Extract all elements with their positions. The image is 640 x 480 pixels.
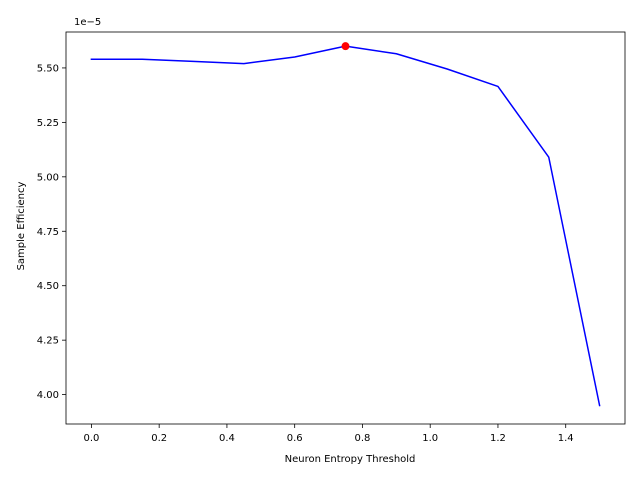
y-tick-label: 4.75 <box>37 227 59 238</box>
x-tick-label: 1.2 <box>490 433 506 444</box>
y-tick-label: 4.00 <box>37 390 59 401</box>
highlight-point <box>341 42 350 51</box>
y-tick-label: 4.50 <box>37 281 59 292</box>
x-tick-label: 0.8 <box>354 433 370 444</box>
y-tick-label: 5.00 <box>37 172 59 183</box>
y-axis-label: Sample Efficiency <box>16 181 27 270</box>
y-offset-label: 1e−5 <box>74 17 101 28</box>
y-tick-label: 4.25 <box>37 336 59 347</box>
x-axis-label: Neuron Entropy Threshold <box>285 454 416 465</box>
x-tick-label: 0.0 <box>83 433 99 444</box>
x-tick-label: 1.0 <box>422 433 438 444</box>
x-tick-label: 0.2 <box>151 433 167 444</box>
x-tick-label: 0.6 <box>287 433 303 444</box>
axes-frame <box>65 31 626 425</box>
y-tick-label: 5.25 <box>37 118 59 129</box>
plot-area: 0.0 0.2 0.4 0.6 0.8 1.0 1.2 1.4 4.00 4.25 4.50 4.75… <box>37 31 626 444</box>
x-tick-label: 0.4 <box>219 433 235 444</box>
x-tick-label: 1.4 <box>558 433 574 444</box>
y-tick-label: 5.50 <box>37 63 59 74</box>
